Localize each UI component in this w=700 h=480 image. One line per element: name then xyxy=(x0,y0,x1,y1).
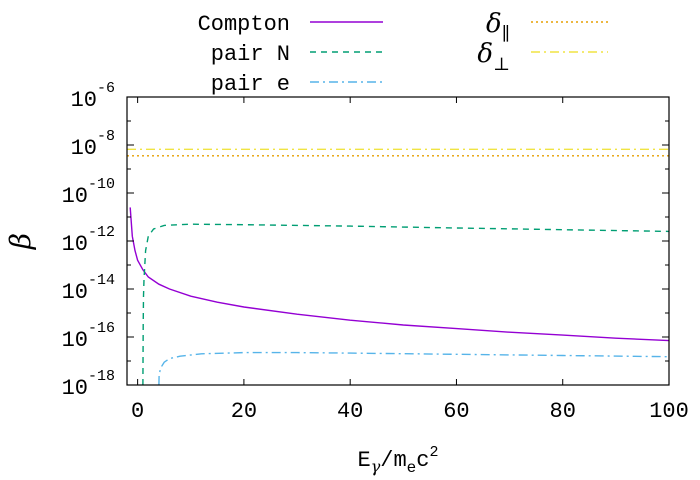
series-line-2 xyxy=(158,351,669,385)
series-line-0 xyxy=(129,207,669,342)
series-line-1 xyxy=(142,223,669,385)
legend-label: pair N xyxy=(211,42,290,67)
y-tick-label: 10-10 xyxy=(62,176,115,209)
plot-frame xyxy=(126,96,670,386)
legend: Compton pair N pair e δ∥δ⊥ xyxy=(198,9,608,97)
y-tick-label: 10-16 xyxy=(62,320,115,353)
y-axis-label: β xyxy=(4,233,37,250)
y-tick-label: 10-18 xyxy=(62,368,115,401)
y-tick-label: 10-12 xyxy=(62,224,115,257)
x-tick-label: 40 xyxy=(337,399,363,424)
x-tick-label: 20 xyxy=(231,399,257,424)
axes: 0 20 40 60 80 100 10-18 10-16 10-14 10-12 10-10 10-… xyxy=(4,80,689,477)
legend-label: δ∥ xyxy=(486,9,510,45)
x-tick-label: 60 xyxy=(443,399,469,424)
x-tick-label: 80 xyxy=(550,399,576,424)
legend-label: pair e xyxy=(211,72,290,97)
x-axis-label: Eγ/mec2 xyxy=(358,444,439,477)
plot-area xyxy=(127,148,669,385)
legend-label: Compton xyxy=(198,12,290,37)
legend-label: δ⊥ xyxy=(477,39,510,75)
y-tick-label: 10-6 xyxy=(71,80,115,113)
x-tick-label: 100 xyxy=(649,399,689,424)
y-tick-label: 10-14 xyxy=(62,272,115,305)
x-tick-label: 0 xyxy=(131,399,144,424)
y-tick-label: 10-8 xyxy=(71,128,115,161)
